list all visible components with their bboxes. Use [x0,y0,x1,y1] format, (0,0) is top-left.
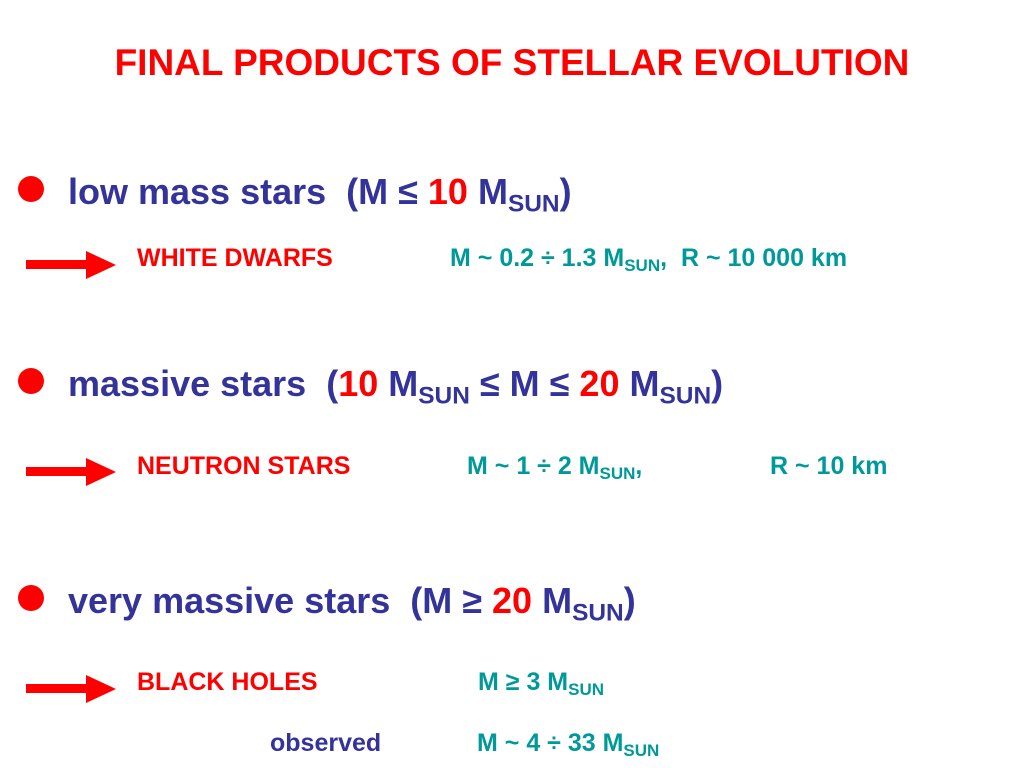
text: M ~ 0.2 ÷ 1.3 M [450,244,625,272]
text: low mass stars (M ≤ [68,171,428,212]
text: 20 [492,580,533,621]
observed-label: observed [270,729,382,757]
text: M ≥ 3 M [478,668,569,696]
heading: very massive stars (M ≥ 20 MSUN) [68,580,636,626]
text: massive stars ( [68,363,339,404]
result: BLACK HOLES [137,668,318,696]
text: very massive stars (M ≥ [68,580,493,621]
heading: massive stars (10 MSUN ≤ M ≤ 20 MSUN) [68,363,724,409]
text: M [378,363,419,404]
subscript: SUN [623,741,660,761]
details: R ~ 10 km [770,454,887,479]
text: 20 [579,363,620,404]
text: 10 [338,363,379,404]
text: , R ~ 10 000 km [660,244,848,272]
bullet [18,176,44,202]
text: M ~ 1 ÷ 2 M [467,452,600,480]
heading: low mass stars (M ≤ 10 MSUN) [68,171,572,217]
text: M [619,363,660,404]
text: ) [559,171,572,212]
details: M ~ 4 ÷ 33 MSUN [477,729,659,760]
subscript: SUN [507,190,560,218]
bullet [18,585,44,611]
result: NEUTRON STARS [137,452,351,480]
text: M [532,580,573,621]
text: , [635,452,643,480]
subscript: SUN [659,382,712,410]
text: ) [711,363,724,404]
details: M ≥ 3 MSUN [478,668,604,699]
subscript: SUN [624,256,661,276]
text: R ~ 10 km [770,452,888,480]
subscript: SUN [599,464,636,484]
bullet [18,368,44,394]
arrow [26,251,116,279]
result: WHITE DWARFS [137,244,333,272]
arrow [26,458,116,486]
subscript: SUN [572,599,624,627]
text: M [467,171,508,212]
details: M ~ 1 ÷ 2 MSUN, [467,452,643,483]
subscript: SUN [568,680,605,700]
text: M ~ 4 ÷ 33 M [477,729,624,757]
text: ) [623,580,636,621]
slide-title: FINAL PRODUCTS OF STELLAR EVOLUTION [114,42,910,83]
details: M ~ 0.2 ÷ 1.3 MSUN, R ~ 10 000 km [450,244,848,275]
subscript: SUN [418,382,470,410]
text: ≤ M ≤ [469,363,580,404]
arrow [26,675,116,703]
text: 10 [427,171,468,212]
